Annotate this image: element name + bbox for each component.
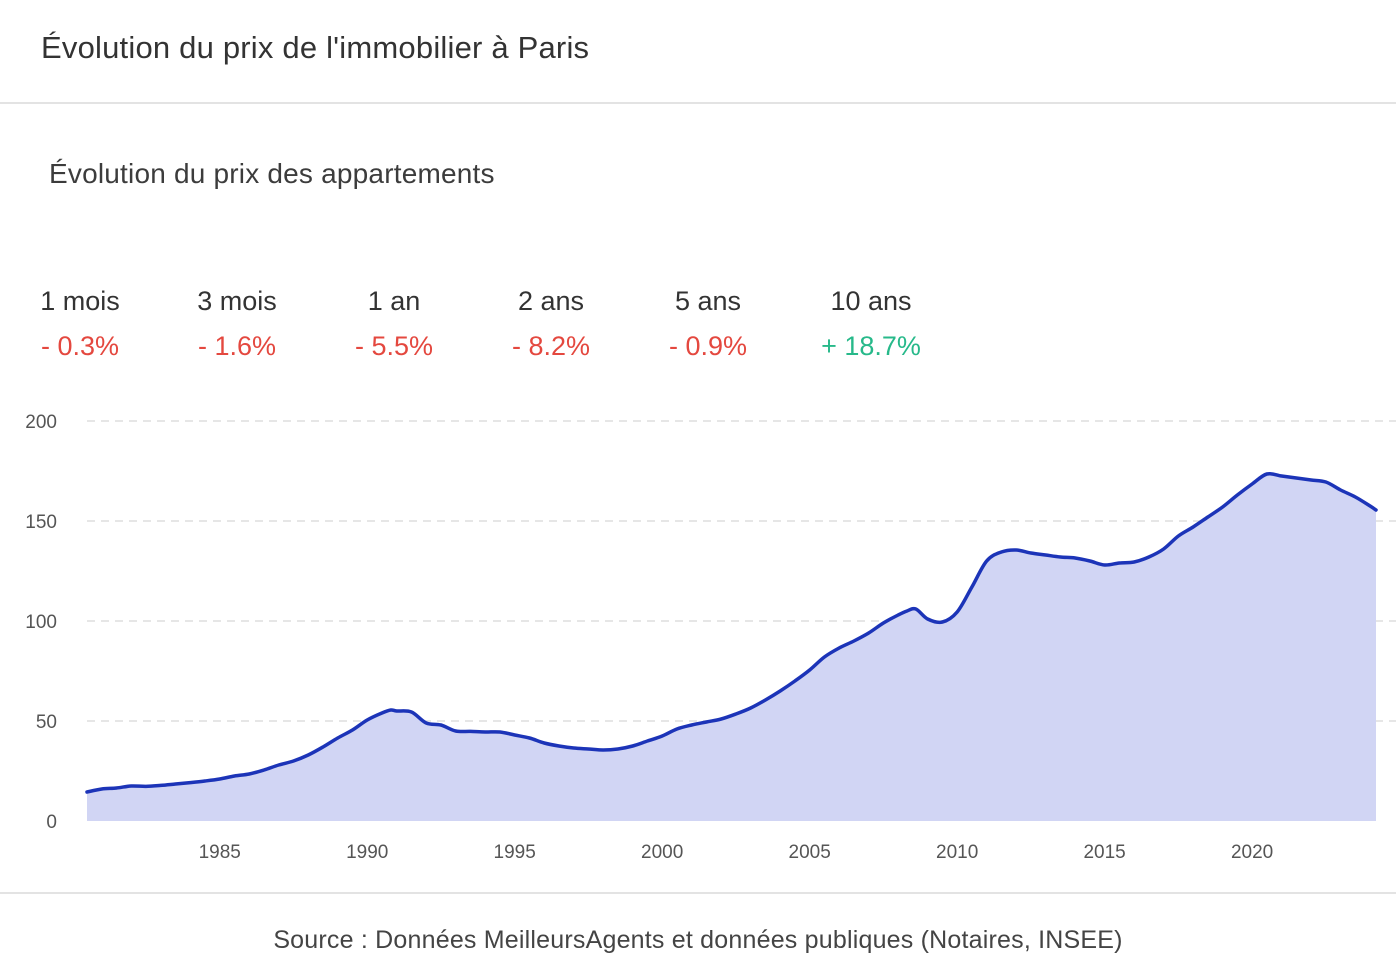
stat-1-mois: 1 mois - 0.3% [0,284,160,363]
x-tick-label: 2005 [789,842,831,863]
source-note: Source : Données MeilleursAgents et donn… [273,926,1123,954]
stat-value: - 8.2% [511,331,591,361]
x-tick-label: 2000 [641,842,683,863]
stat-label: 3 mois [197,286,277,316]
y-tick-label: 0 [46,812,57,833]
card-title: Évolution du prix de l'immobilier à Pari… [41,30,590,65]
x-tick-label: 2020 [1231,842,1273,863]
stat-value: - 1.6% [197,331,277,361]
stat-value: + 18.7% [821,331,921,361]
header-divider [0,102,1396,104]
axis-labels: 0 50 100 150 200 1985 1990 1995 2000 2005 2010 2015… [25,412,1273,863]
x-tick-label: 1995 [494,842,536,863]
stat-label: 1 mois [40,286,120,316]
stat-5-ans: 5 ans - 0.9% [628,284,788,363]
series-area-fill [87,473,1376,821]
stat-3-mois: 3 mois - 1.6% [157,284,317,363]
stat-label: 2 ans [517,286,585,316]
x-tick-label: 2010 [936,842,978,863]
section-title: Évolution du prix des appartements [49,158,495,189]
price-evolution-chart: 0 50 100 150 200 1985 1990 1995 2000 2005 2010 2015… [25,412,1396,863]
area-series [85,471,1378,821]
y-tick-label: 50 [36,712,57,733]
x-tick-label: 2015 [1083,842,1125,863]
stat-1-an: 1 an - 5.5% [314,284,474,363]
stat-label: 10 ans [830,286,912,316]
stat-label: 1 an [367,286,421,316]
y-tick-label: 150 [25,512,57,533]
series-line [85,471,1378,794]
footer-divider [0,892,1396,894]
stat-value: - 0.9% [668,331,748,361]
stat-value: - 0.3% [40,331,120,361]
stat-value: - 5.5% [354,331,434,361]
stat-label: 5 ans [674,286,742,316]
y-tick-label: 200 [25,412,57,433]
x-tick-label: 1990 [346,842,388,863]
y-tick-label: 100 [25,612,57,633]
stat-2-ans: 2 ans - 8.2% [471,284,631,363]
stat-10-ans: 10 ans + 18.7% [791,284,951,363]
x-tick-label: 1985 [199,842,241,863]
